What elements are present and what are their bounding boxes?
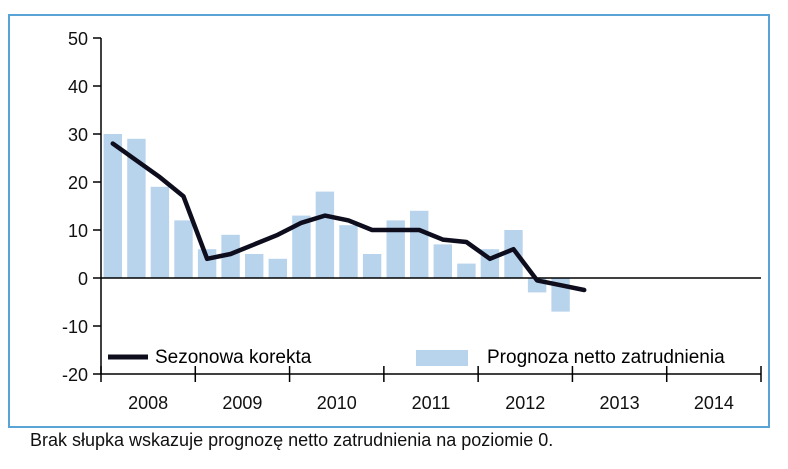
y-tick-label-0: 50 — [68, 29, 88, 49]
x-tick-label-2008: 2008 — [128, 393, 168, 413]
chart-caption: Brak słupka wskazuje prognozę netto zatr… — [30, 430, 554, 450]
x-tick-label-2010: 2010 — [317, 393, 357, 413]
bar-7 — [268, 258, 287, 278]
series-line-sezonowa-korekta — [110, 141, 587, 293]
bar-0 — [103, 134, 122, 278]
bar-6 — [245, 254, 264, 278]
y-tick-label-7: -20 — [62, 365, 88, 385]
bar-8 — [292, 215, 311, 278]
bar-14 — [433, 244, 452, 278]
y-tick-label-3: 20 — [68, 173, 88, 193]
bar-9 — [315, 191, 335, 278]
legend: Sezonowa korekta Prognoza netto zatrudni… — [108, 347, 725, 368]
y-tick-label-4: 10 — [68, 221, 88, 241]
bar-12 — [386, 220, 405, 278]
x-tick-label-2014: 2014 — [694, 393, 734, 413]
bar-17 — [504, 230, 523, 278]
x-tick-label-2011: 2011 — [412, 393, 451, 413]
bar-3 — [174, 220, 193, 278]
legend-bar-swatch — [416, 350, 468, 366]
x-tick-label-2012: 2012 — [505, 393, 545, 413]
y-tick-label-5: 0 — [78, 269, 88, 289]
legend-line-label: Sezonowa korekta — [155, 347, 312, 368]
bar-1 — [127, 138, 146, 278]
bar-2 — [150, 186, 170, 278]
bar-10 — [339, 225, 358, 278]
legend-bar-label: Prognoza netto zatrudnienia — [487, 347, 725, 368]
bar-15 — [457, 263, 476, 278]
bars-group — [103, 134, 570, 312]
x-tick-label-2009: 2009 — [222, 393, 262, 413]
bar-11 — [362, 254, 382, 278]
y-tick-label-6: -10 — [62, 317, 88, 337]
y-tick-label-2: 30 — [68, 125, 88, 145]
y-tick-label-1: 40 — [68, 77, 88, 97]
x-tick-label-2013: 2013 — [600, 393, 640, 413]
bar-5 — [221, 234, 240, 278]
line-group — [110, 141, 587, 293]
bar-13 — [410, 210, 429, 278]
